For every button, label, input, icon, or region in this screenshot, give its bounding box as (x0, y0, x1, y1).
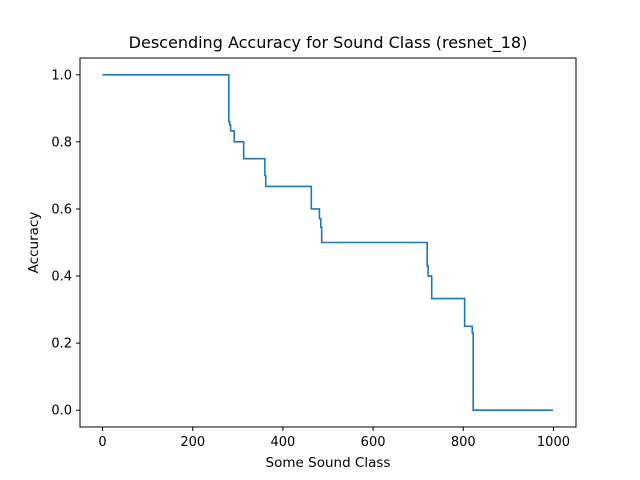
x-tick-label: 800 (451, 435, 476, 450)
x-tick-label: 1000 (537, 435, 570, 450)
y-tick-label: 0.6 (51, 202, 72, 217)
y-tick-label: 0.8 (51, 135, 72, 150)
accuracy-series-line (102, 73, 553, 412)
y-axis-ticks: 0.0 0.2 0.4 0.6 0.8 1.0 (51, 68, 80, 419)
y-tick-label: 0.0 (51, 404, 72, 419)
x-tick-label: 400 (270, 435, 295, 450)
y-axis-label: Accuracy (26, 212, 42, 274)
x-tick-label: 200 (180, 435, 205, 450)
x-axis-ticks: 0 200 400 600 800 1000 (98, 427, 570, 450)
x-axis-label: Some Sound Class (266, 455, 391, 471)
y-tick-label: 0.2 (51, 337, 72, 352)
y-tick-label: 0.4 (51, 270, 72, 285)
axes-frame (79, 57, 577, 428)
y-tick-label: 1.0 (51, 68, 72, 83)
plot-area (102, 73, 553, 412)
x-tick-label: 600 (361, 435, 386, 450)
x-tick-label: 0 (98, 435, 106, 450)
chart-title: Descending Accuracy for Sound Class (res… (129, 33, 528, 53)
